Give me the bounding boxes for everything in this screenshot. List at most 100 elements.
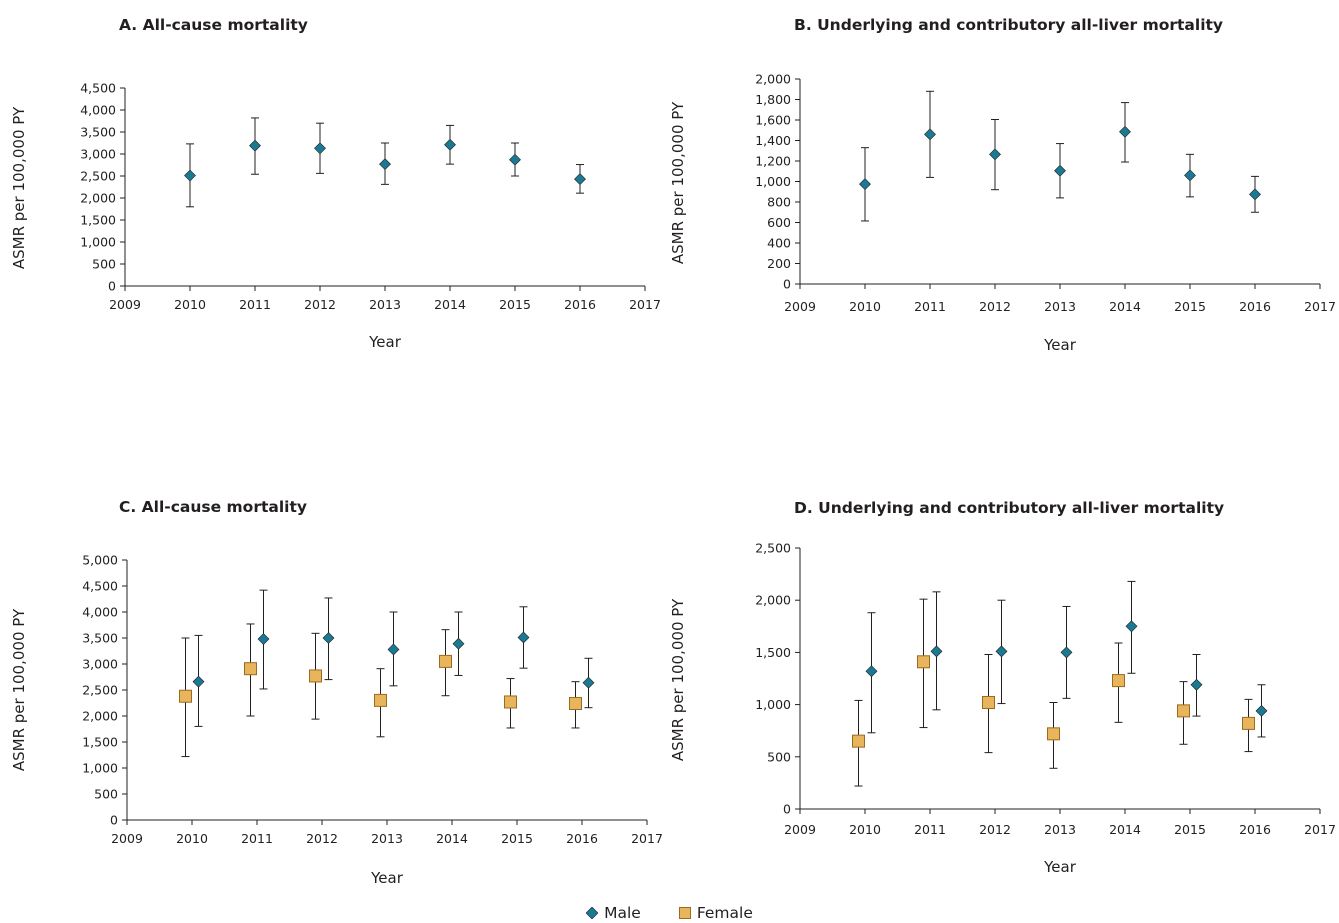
panel-c: C. All-cause mortality 0 500 1,000 1,500 2,00… — [10, 498, 663, 887]
legend-label-male: Male — [604, 904, 641, 922]
x-tick-label: 2010 — [174, 297, 206, 312]
female-point — [374, 693, 387, 707]
male-point — [1190, 678, 1203, 691]
y-tick-label: 800 — [767, 195, 791, 210]
y-tick-label: 2,000 — [755, 72, 791, 87]
female-point — [1242, 716, 1255, 730]
male-point — [582, 676, 595, 689]
male-point — [1184, 169, 1196, 182]
y-tick-label: 2,500 — [80, 169, 116, 184]
x-tick-label: 2015 — [499, 297, 531, 312]
x-tick-label: 2017 — [631, 831, 663, 846]
x-tick-label: 2011 — [914, 822, 946, 837]
x-tick-label: 2016 — [1239, 299, 1271, 314]
y-tick-label: 1,000 — [82, 761, 118, 776]
female-point — [244, 662, 257, 676]
x-tick-label: 2015 — [1174, 299, 1206, 314]
female-point — [852, 734, 865, 748]
panel-title: B. Underlying and contributory all-liver… — [794, 16, 1223, 34]
y-axis-title: ASMR per 100,000 PY — [10, 608, 28, 771]
x-tick-label: 2009 — [111, 831, 143, 846]
female-point — [179, 689, 192, 703]
panel-title: D. Underlying and contributory all-liver… — [794, 499, 1224, 517]
x-tick-label: 2011 — [239, 297, 271, 312]
x-tick-label: 2013 — [371, 831, 403, 846]
male-point — [444, 138, 456, 151]
x-tick-label: 2009 — [109, 297, 141, 312]
y-axis-title: ASMR per 100,000 PY — [669, 101, 687, 264]
male-point — [314, 142, 326, 155]
male-point — [865, 665, 878, 678]
y-tick-label: 1,500 — [82, 735, 118, 750]
x-axis-title: Year — [1043, 336, 1077, 354]
male-point — [1054, 164, 1066, 177]
x-tick-label: 2013 — [1044, 299, 1076, 314]
y-tick-label: 1,500 — [80, 213, 116, 228]
x-tick-label: 2016 — [564, 297, 596, 312]
x-tick-label: 2012 — [979, 299, 1011, 314]
y-tick-label: 2,000 — [755, 593, 791, 608]
y-tick-label: 2,000 — [82, 709, 118, 724]
female-point — [982, 696, 995, 710]
y-tick-label: 1,400 — [755, 133, 791, 148]
male-point — [192, 675, 205, 688]
male-point — [1249, 188, 1261, 201]
y-tick-label: 0 — [783, 802, 791, 817]
x-tick-label: 2015 — [1174, 822, 1206, 837]
y-tick-label: 1,000 — [755, 697, 791, 712]
x-tick-label: 2012 — [306, 831, 338, 846]
male-point — [509, 153, 521, 166]
x-tick-label: 2010 — [849, 822, 881, 837]
male-point — [249, 139, 261, 152]
x-tick-label: 2011 — [241, 831, 273, 846]
y-tick-label: 1,800 — [755, 92, 791, 107]
female-point — [309, 669, 322, 683]
male-point — [517, 631, 530, 644]
x-tick-label: 2009 — [784, 299, 816, 314]
y-tick-label: 0 — [110, 813, 118, 828]
male-point — [379, 158, 391, 171]
y-tick-label: 5,000 — [82, 553, 118, 568]
y-tick-label: 2,500 — [755, 541, 791, 556]
x-axis-title: Year — [1043, 858, 1077, 876]
legend-item-male: Male — [586, 904, 641, 922]
legend: Male Female — [0, 903, 1339, 923]
y-tick-label: 1,200 — [755, 154, 791, 169]
male-point — [859, 178, 871, 190]
panel-b: B. Underlying and contributory all-liver… — [669, 16, 1336, 354]
x-tick-label: 2014 — [436, 831, 468, 846]
male-point — [995, 645, 1008, 658]
y-tick-label: 500 — [92, 257, 116, 272]
y-tick-label: 500 — [767, 749, 791, 764]
y-tick-label: 1,000 — [755, 174, 791, 189]
male-point — [1060, 646, 1073, 659]
y-tick-label: 2,500 — [82, 683, 118, 698]
y-tick-label: 3,500 — [82, 631, 118, 646]
x-tick-label: 2012 — [304, 297, 336, 312]
y-tick-label: 1,000 — [80, 235, 116, 250]
y-tick-label: 0 — [108, 279, 116, 294]
x-tick-label: 2010 — [849, 299, 881, 314]
x-axis-title: Year — [368, 333, 402, 351]
y-tick-label: 4,500 — [82, 579, 118, 594]
male-point — [1255, 704, 1268, 717]
y-tick-label: 3,000 — [80, 147, 116, 162]
x-tick-label: 2011 — [914, 299, 946, 314]
female-point — [439, 654, 452, 668]
x-tick-label: 2015 — [501, 831, 533, 846]
male-point — [387, 643, 400, 656]
x-tick-label: 2014 — [1109, 822, 1141, 837]
x-tick-label: 2016 — [566, 831, 598, 846]
panel-title: C. All-cause mortality — [119, 498, 307, 516]
x-tick-label: 2017 — [1304, 822, 1336, 837]
female-point — [504, 695, 517, 709]
y-tick-label: 3,000 — [82, 657, 118, 672]
female-point — [1177, 704, 1190, 718]
male-point — [924, 128, 936, 141]
female-point — [1047, 727, 1060, 741]
panel-d: D. Underlying and contributory all-liver… — [669, 499, 1336, 876]
x-tick-label: 2012 — [979, 822, 1011, 837]
male-point — [257, 633, 270, 645]
legend-male-diamond-icon — [586, 907, 599, 919]
y-tick-label: 400 — [767, 236, 791, 251]
